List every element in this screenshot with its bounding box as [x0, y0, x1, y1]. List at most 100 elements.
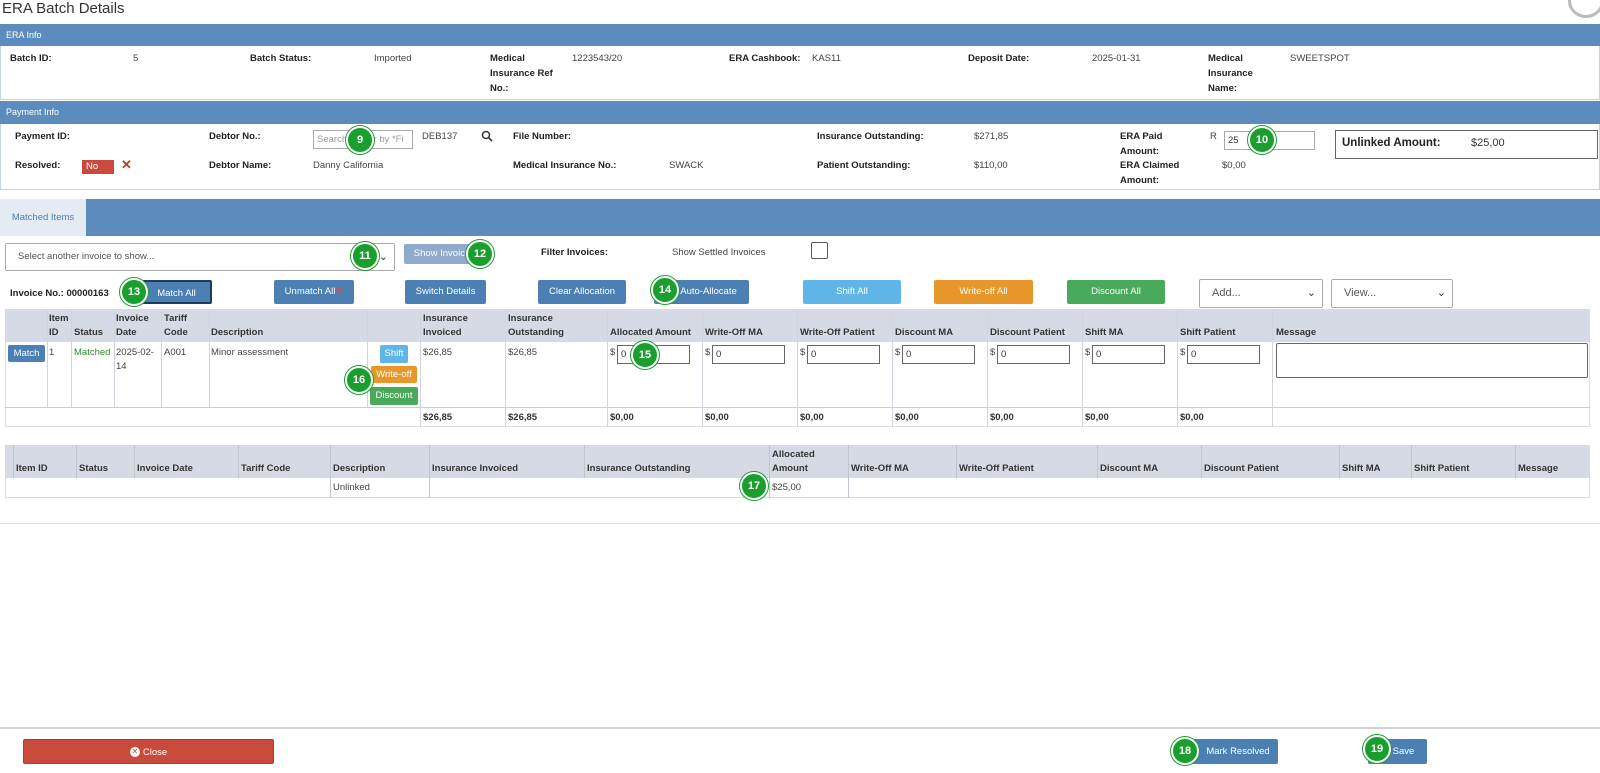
- col-header-tariff-code: Tariff Code: [164, 313, 188, 338]
- col-header-insurance-outstanding: Insurance Outstanding: [508, 313, 564, 338]
- discount-all-button[interactable]: Discount All: [1067, 280, 1165, 304]
- step-marker-15: 15: [631, 341, 659, 369]
- footer-divider: [0, 727, 1600, 729]
- deposit-date-value: 2025-01-31: [1092, 53, 1141, 64]
- era-cashbook-label: ERA Cashbook:: [729, 53, 801, 64]
- unlinked-header-discount-patient: Discount Patient: [1204, 463, 1279, 474]
- message-textarea[interactable]: [1276, 343, 1588, 378]
- close-button-label: Close: [142, 747, 168, 758]
- insurance-outstanding-label: Insurance Outstanding:: [817, 131, 924, 142]
- col-divider: [47, 309, 48, 407]
- discount-patient-input[interactable]: 0: [997, 345, 1070, 364]
- step-marker-19: 19: [1363, 735, 1391, 763]
- col-divider: [134, 445, 135, 478]
- show-settled-checkbox[interactable]: [811, 242, 828, 259]
- col-divider: [161, 309, 162, 407]
- unlinked-header-message: Message: [1518, 463, 1559, 474]
- invoice-select-placeholder: Select another invoice to show...: [18, 251, 155, 262]
- col-divider: [769, 445, 770, 498]
- medical-insurance-ref-value: 1223543/20: [572, 53, 623, 64]
- insurance-invoiced-cell: $26,85: [423, 347, 453, 358]
- col-header-item-id: Item ID: [49, 313, 69, 338]
- unlinked-table-header: [5, 445, 1590, 478]
- unlinked-header-description: Description: [333, 463, 386, 474]
- unlinked-header-discount-ma: Discount MA: [1100, 463, 1159, 474]
- close-icon[interactable]: ✕: [121, 157, 132, 172]
- col-divider: [209, 309, 210, 407]
- discount-button[interactable]: Discount: [370, 387, 418, 405]
- write-off-ma-input[interactable]: 0: [712, 345, 785, 364]
- chevron-down-icon: ⌄: [1436, 287, 1446, 299]
- page-title: ERA Batch Details: [2, 0, 125, 17]
- unlinked-header-item-id: Item ID: [16, 463, 48, 474]
- item-id-cell: 1: [49, 347, 55, 358]
- batch-status-label: Batch Status:: [250, 53, 312, 64]
- unlinked-amount-label: Unlinked Amount:: [1342, 137, 1441, 149]
- mark-resolved-button[interactable]: Mark Resolved: [1188, 739, 1278, 764]
- patient-outstanding-label: Patient Outstanding:: [817, 160, 911, 171]
- add-select[interactable]: Add... ⌄: [1199, 279, 1323, 308]
- discount-ma-input[interactable]: 0: [902, 345, 975, 364]
- insurance-outstanding-value: $271,85: [974, 131, 1009, 142]
- shift-patient-input[interactable]: 0: [1187, 345, 1260, 364]
- col-divider: [505, 309, 506, 427]
- col-header-discount-ma: Discount MA: [895, 327, 954, 338]
- col-divider: [584, 445, 585, 478]
- col-header-insurance-invoiced: Insurance Invoiced: [423, 313, 468, 338]
- view-select[interactable]: View... ⌄: [1331, 279, 1453, 308]
- unlinked-description-cell: Unlinked: [333, 482, 370, 493]
- chevron-down-icon: ⌄: [378, 251, 388, 263]
- currency-symbol: $: [1180, 347, 1186, 358]
- col-header-allocated-amount: Allocated Amount: [610, 327, 691, 338]
- unlinked-header-tariff-code: Tariff Code: [241, 463, 291, 474]
- resolved-label: Resolved:: [15, 160, 61, 171]
- total-insurance-outstanding: $26,85: [508, 412, 538, 423]
- payment-info-panel: [0, 124, 1600, 190]
- step-marker-17: 17: [740, 472, 768, 500]
- col-header-status: Status: [74, 327, 104, 338]
- currency-symbol: $: [895, 347, 901, 358]
- tariff-code-cell: A001: [164, 347, 187, 358]
- unmatch-all-button[interactable]: Unmatch All✕: [274, 280, 354, 304]
- col-divider: [1272, 309, 1273, 427]
- currency-symbol: $: [610, 347, 616, 358]
- batch-id-value: 5: [133, 53, 139, 64]
- debtor-name-label: Debtor Name:: [209, 160, 272, 171]
- unlinked-header-insurance-invoiced: Insurance Invoiced: [432, 463, 519, 474]
- step-marker-14: 14: [651, 276, 679, 304]
- invoice-select[interactable]: Select another invoice to show... ⌄: [5, 243, 395, 271]
- write-off-button[interactable]: Write-off: [371, 366, 417, 383]
- col-divider: [71, 309, 72, 407]
- col-header-discount-patient: Discount Patient: [990, 327, 1065, 338]
- col-header-shift-ma: Shift MA: [1085, 327, 1124, 338]
- unlinked-amount-value: $25,00: [1471, 137, 1505, 149]
- col-divider: [797, 309, 798, 427]
- show-invoice-button[interactable]: Show Invoice: [404, 244, 480, 264]
- unlinked-header-allocated-amount: Allocated Amount: [772, 449, 815, 474]
- close-button[interactable]: ✕ Close: [23, 739, 274, 764]
- status-cell: Matched: [74, 347, 111, 358]
- col-divider: [987, 309, 988, 427]
- col-divider: [1097, 445, 1098, 478]
- step-marker-12: 12: [466, 240, 494, 268]
- shift-all-button[interactable]: Shift All: [803, 280, 901, 304]
- total-shift-patient: $0,00: [1180, 412, 1204, 423]
- col-divider: [956, 445, 957, 478]
- shift-ma-input[interactable]: 0: [1092, 345, 1165, 364]
- view-select-label: View...: [1344, 287, 1377, 299]
- write-off-patient-input[interactable]: 0: [807, 345, 880, 364]
- switch-details-button[interactable]: Switch Details: [405, 280, 486, 304]
- tab-matched-items[interactable]: Matched Items: [0, 199, 86, 236]
- era-cashbook-value: KAS11: [812, 53, 841, 64]
- clear-allocation-button[interactable]: Clear Allocation: [538, 280, 626, 304]
- medical-insurance-ref-label: Medical Insurance Ref No.:: [490, 53, 553, 94]
- unlinked-header-insurance-outstanding: Insurance Outstanding: [587, 463, 691, 474]
- match-button[interactable]: Match: [8, 345, 45, 362]
- col-divider: [13, 445, 14, 478]
- write-off-all-button[interactable]: Write-off All: [934, 280, 1033, 304]
- col-divider: [1515, 445, 1516, 478]
- debtor-no-label: Debtor No.:: [209, 131, 261, 142]
- shift-button[interactable]: Shift: [380, 345, 408, 363]
- search-icon[interactable]: [481, 130, 493, 142]
- deposit-date-label: Deposit Date:: [968, 53, 1030, 64]
